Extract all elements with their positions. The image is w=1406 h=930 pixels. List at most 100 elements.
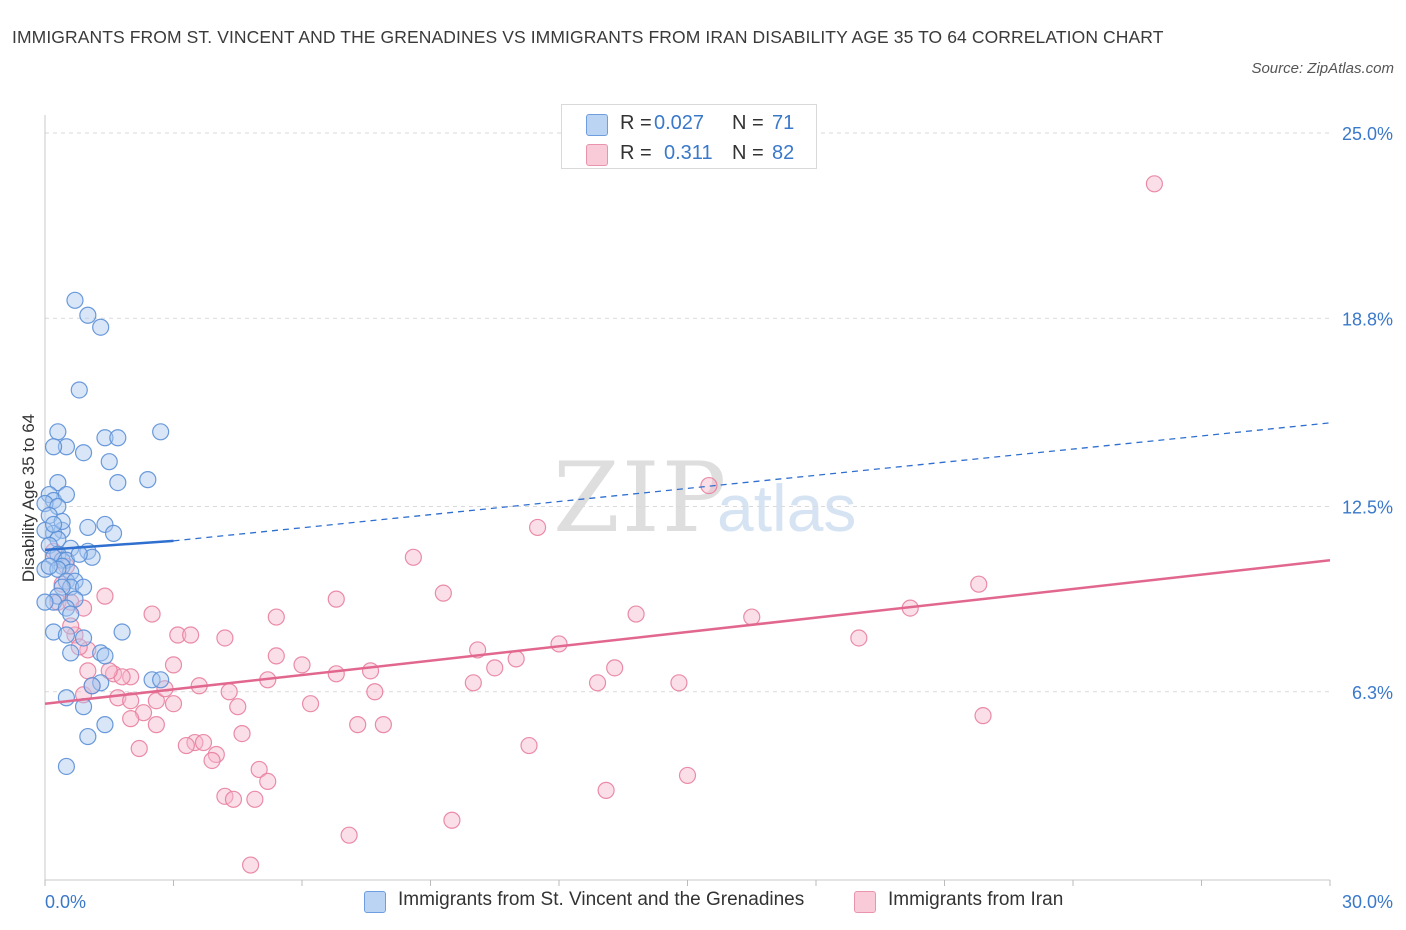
st-vincent-point [92, 318, 110, 336]
iran-point [507, 650, 525, 668]
iran-point [220, 683, 238, 701]
iran-point [147, 716, 165, 734]
iran-point [743, 608, 761, 626]
legend-r-label: R = [620, 112, 652, 134]
iran-point [970, 575, 988, 593]
iran-point [164, 695, 183, 713]
iran-point [122, 710, 140, 728]
st-vincent-point [96, 716, 114, 734]
iran-point [70, 638, 88, 656]
iran-point [301, 695, 320, 713]
iran-point [361, 662, 380, 680]
st-vincent-point [57, 757, 76, 776]
st-vincent-point [62, 605, 80, 623]
bottom-legend-label-pink: Immigrants from Iran [888, 889, 1064, 910]
x-tick-label-max: 30.0% [1342, 892, 1393, 912]
iran-point [143, 605, 161, 623]
st-vincent-point [104, 524, 123, 542]
st-vincent-point [49, 423, 67, 441]
source-credit: Source: ZipAtlas.com [1251, 60, 1394, 77]
legend-n-label: N = [732, 142, 764, 164]
st-vincent-point [96, 429, 114, 447]
iran-point [109, 689, 127, 707]
iran-point [486, 659, 504, 677]
st-vincent-point [79, 727, 97, 746]
st-vincent-point [57, 438, 76, 456]
iran-point [464, 674, 482, 692]
y-tick-label: 18.8% [1342, 309, 1393, 329]
st-vincent-point [109, 429, 127, 447]
iran-point [267, 647, 285, 665]
correlation-legend: R = 0.027 N = 71 R = 0.311 N = 82 [561, 104, 817, 169]
st-vincent-point [83, 677, 101, 695]
legend-r-value-pink: 0.311 [664, 142, 713, 164]
iran-point [627, 605, 645, 623]
legend-swatch-blue [586, 114, 608, 136]
iran-point [528, 518, 547, 537]
legend-swatch-pink [586, 144, 608, 166]
st-vincent-point [62, 563, 80, 581]
st-vincent-point [109, 473, 127, 492]
st-vincent-point [40, 557, 58, 575]
iran-point [224, 790, 243, 808]
st-vincent-point [152, 671, 170, 689]
iran-point [678, 766, 697, 785]
iran-point [229, 698, 247, 716]
st-vincent-point [83, 548, 101, 566]
iran-point [164, 656, 183, 674]
iran-point [850, 629, 868, 647]
st-vincent-point [62, 644, 80, 662]
bottom-legend-label-blue: Immigrants from St. Vincent and the Gren… [398, 889, 805, 910]
iran-point [349, 716, 367, 734]
iran-point [62, 617, 80, 635]
legend-n-value-blue: 71 [772, 112, 795, 134]
iran-point [327, 590, 345, 608]
iran-point [259, 772, 277, 790]
bottom-legend-swatch-blue [364, 891, 386, 913]
st-vincent-point [79, 518, 97, 537]
st-vincent-point [96, 515, 114, 534]
iran-point [194, 733, 213, 752]
legend-n-label: N = [732, 112, 764, 134]
st-vincent-trend-line [44, 539, 174, 552]
st-vincent-point [74, 444, 93, 462]
iran-point [242, 856, 260, 874]
iran-point [1145, 175, 1163, 193]
st-vincent-point [113, 623, 131, 641]
chart-title: IMMIGRANTS FROM ST. VINCENT AND THE GREN… [12, 27, 1164, 47]
x-tick-label-min: 0.0% [45, 892, 86, 912]
iran-point [79, 662, 97, 680]
st-vincent-point [139, 471, 157, 489]
y-tick-label: 25.0% [1342, 124, 1393, 144]
iran-point [974, 707, 992, 725]
iran-point [216, 629, 234, 647]
iran-point [147, 692, 165, 710]
iran-point [233, 724, 251, 743]
st-vincent-point [44, 515, 63, 534]
st-vincent-point [66, 291, 84, 309]
st-vincent-trend-extension [173, 422, 1331, 542]
iran-point [340, 826, 358, 844]
legend-r-label: R = [620, 142, 652, 164]
iran-point [122, 692, 140, 710]
iran-point [404, 548, 422, 566]
iran-point [293, 656, 311, 674]
st-vincent-point [49, 473, 67, 492]
y-tick-label: 12.5% [1342, 498, 1393, 518]
iran-point [130, 739, 148, 758]
st-vincent-point [152, 423, 170, 441]
iran-point [182, 626, 200, 644]
bottom-legend-swatch-pink [854, 891, 876, 913]
st-vincent-point [79, 306, 97, 324]
iran-point [670, 674, 688, 692]
st-vincent-point [53, 578, 71, 596]
st-vincent-point [57, 485, 76, 504]
iran-point [366, 683, 384, 701]
st-vincent-point [74, 629, 93, 647]
watermark-zip: ZIP [553, 442, 729, 554]
iran-point [700, 476, 718, 495]
watermark-atlas: atlas [717, 471, 857, 545]
iran-point [169, 626, 187, 644]
legend-n-value-pink: 82 [772, 142, 795, 164]
